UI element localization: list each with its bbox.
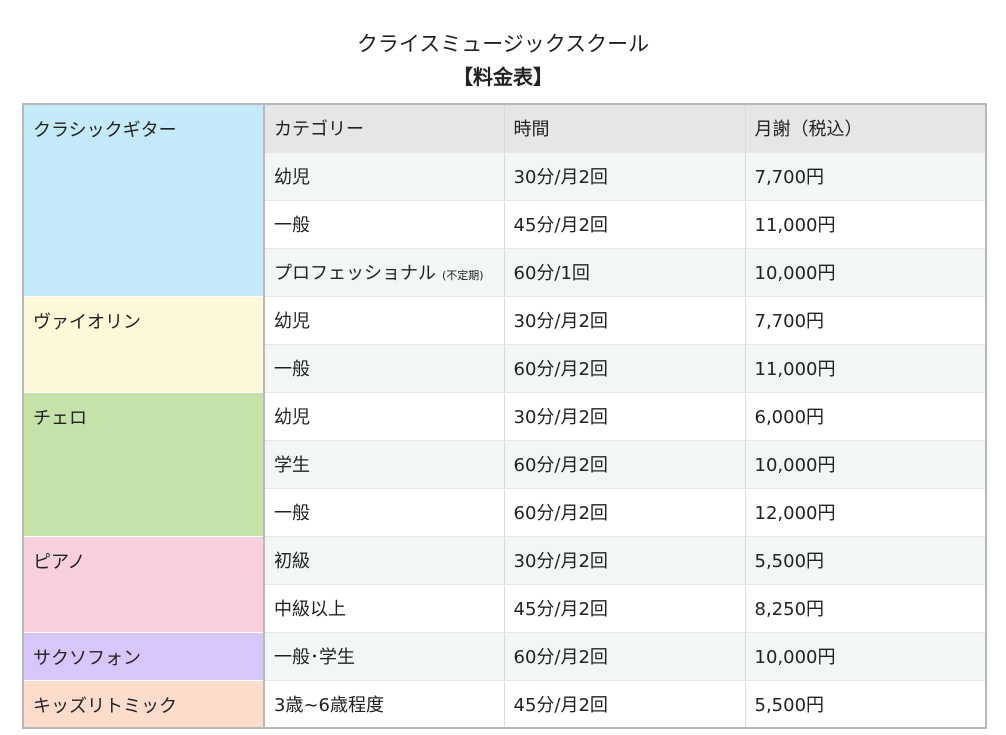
table-row: ピアノ 初級 30分/月2回 5,500円 (23, 536, 987, 633)
time-cell: 30分/月2回 (504, 152, 746, 201)
column-header-fee: 月謝（税込） (745, 104, 987, 153)
time-cell: 45分/月2回 (504, 584, 746, 633)
category-cell: 幼児 (264, 296, 505, 345)
instrument-cell: クラシックギター (23, 104, 265, 297)
category-cell: 中級以上 (264, 584, 505, 633)
page-title: 【料金表】 (453, 65, 553, 89)
fee-cell: 11,000円 (745, 200, 987, 249)
category-cell: 幼児 (264, 392, 505, 441)
column-header-category: カテゴリー (264, 104, 505, 153)
table-row: 中級以上 45分/月2回 8,250円 (23, 584, 987, 633)
category-label: プロフェッショナル (274, 263, 436, 284)
time-cell: 60分/1回 (504, 248, 746, 297)
table-row: チェロ 幼児 30分/月2回 6,000円 (23, 392, 987, 537)
category-cell: 一般･学生 (264, 632, 505, 681)
table-row: キッズリトミック 3歳~6歳程度 45分/月2回 5,500円 (23, 680, 987, 729)
fee-cell: 12,000円 (745, 488, 987, 537)
time-cell: 45分/月2回 (504, 680, 746, 729)
fee-cell: 5,500円 (745, 680, 987, 729)
time-cell: 60分/月2回 (504, 632, 746, 681)
time-cell: 60分/月2回 (504, 440, 746, 489)
school-name: クライスミュージックスクール (356, 32, 650, 56)
fee-cell: 11,000円 (745, 344, 987, 393)
time-cell: 60分/月2回 (504, 488, 746, 537)
instrument-cell: チェロ (23, 392, 265, 537)
time-cell: 30分/月2回 (504, 392, 746, 441)
time-cell: 45分/月2回 (504, 200, 746, 249)
instrument-cell: キッズリトミック (23, 680, 265, 729)
category-cell: 一般 (264, 488, 505, 537)
fee-cell: 7,700円 (745, 296, 987, 345)
instrument-cell: ヴァイオリン (23, 296, 265, 393)
fee-cell: 7,700円 (745, 152, 987, 201)
time-cell: 30分/月2回 (504, 536, 746, 585)
fee-cell: 10,000円 (745, 440, 987, 489)
table-row: 一般 60分/月2回 11,000円 (23, 344, 987, 393)
category-cell: 一般 (264, 344, 505, 393)
category-cell: 3歳~6歳程度 (264, 680, 505, 729)
table-row: ヴァイオリン 幼児 30分/月2回 7,700円 (23, 296, 987, 393)
time-cell: 30分/月2回 (504, 296, 746, 345)
category-cell: 一般 (264, 200, 505, 249)
table-row: 幼児 30分/月2回 7,700円 (23, 152, 987, 201)
category-cell: プロフェッショナル (不定期) (264, 248, 505, 297)
fee-cell: 6,000円 (745, 392, 987, 441)
fee-table: クラシックギター カテゴリー 時間 月謝（税込） 幼児 30分/月2回 7,70… (22, 103, 987, 729)
table-row: サクソフォン 一般･学生 60分/月2回 10,000円 (23, 632, 987, 681)
table-row: プロフェッショナル (不定期) 60分/1回 10,000円 (23, 248, 987, 297)
table-header-row: クラシックギター カテゴリー 時間 月謝（税込） (23, 104, 987, 297)
fee-cell: 10,000円 (745, 632, 987, 681)
instrument-cell: サクソフォン (23, 632, 265, 681)
category-note: (不定期) (442, 269, 484, 282)
table-row: 一般 60分/月2回 12,000円 (23, 488, 987, 537)
column-header-time: 時間 (504, 104, 746, 153)
table-row: 一般 45分/月2回 11,000円 (23, 200, 987, 249)
fee-cell: 8,250円 (745, 584, 987, 633)
fee-cell: 10,000円 (745, 248, 987, 297)
fee-cell: 5,500円 (745, 536, 987, 585)
category-cell: 初級 (264, 536, 505, 585)
instrument-cell: ピアノ (23, 536, 265, 633)
category-cell: 学生 (264, 440, 505, 489)
table-row: 学生 60分/月2回 10,000円 (23, 440, 987, 489)
time-cell: 60分/月2回 (504, 344, 746, 393)
category-cell: 幼児 (264, 152, 505, 201)
